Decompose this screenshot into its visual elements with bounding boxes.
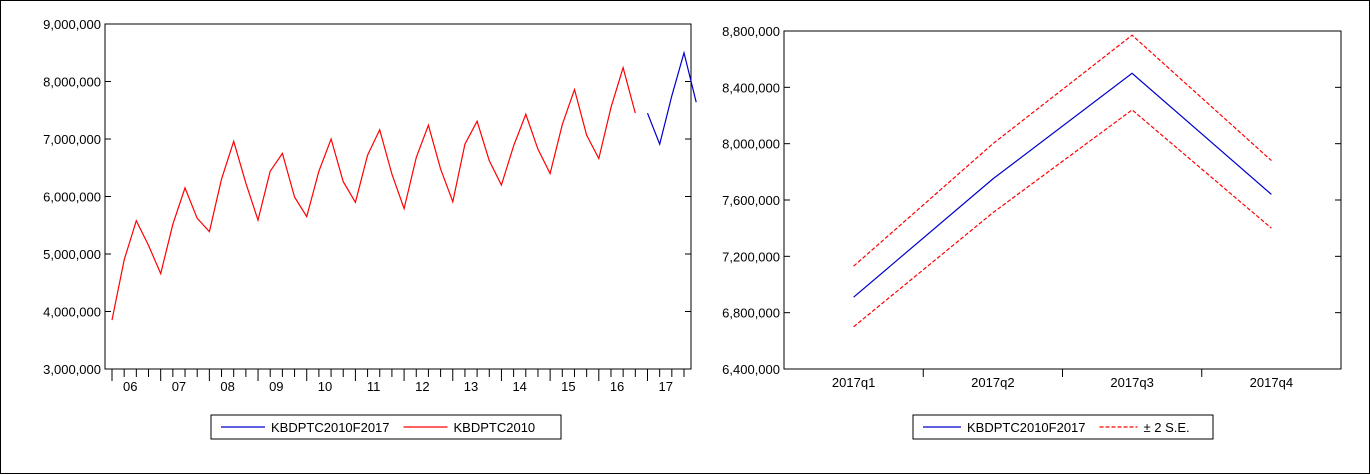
y-tick-label: 6,800,000 (722, 306, 780, 321)
x-tick-label: 07 (172, 379, 186, 394)
legend-label: KBDPTC2010F2017 (967, 420, 1086, 435)
x-tick-label: 15 (561, 379, 575, 394)
y-tick-label: 8,000,000 (43, 75, 101, 90)
x-tick-label: 16 (610, 379, 624, 394)
y-tick-label: 8,000,000 (722, 137, 780, 152)
y-tick-label: 5,000,000 (43, 247, 101, 262)
x-tick-label: 08 (220, 379, 234, 394)
x-tick-label: 12 (415, 379, 429, 394)
y-tick-label: 3,000,000 (43, 362, 101, 377)
y-tick-label: 8,400,000 (722, 80, 780, 95)
y-tick-label: 6,400,000 (722, 362, 780, 377)
y-tick-label: 9,000,000 (43, 17, 101, 32)
legend-label: KBDPTC2010F2017 (271, 420, 390, 435)
band-line (853, 109, 1272, 328)
x-tick-label: 06 (123, 379, 137, 394)
series-line (646, 50, 697, 147)
x-tick-label: 2017q4 (1250, 375, 1293, 390)
x-tick-label: 2017q2 (971, 375, 1014, 390)
y-tick-label: 7,600,000 (722, 193, 780, 208)
plot-area (104, 23, 692, 370)
legend (912, 414, 1214, 440)
x-tick-label: 11 (367, 379, 381, 394)
y-tick-label: 7,200,000 (722, 249, 780, 264)
y-tick-label: 6,000,000 (43, 190, 101, 205)
series-line (111, 65, 636, 321)
x-tick-label: 2017q1 (832, 375, 875, 390)
x-tick-label: 13 (464, 379, 478, 394)
band-line (853, 34, 1272, 267)
x-tick-label: 09 (269, 379, 283, 394)
forecast-line (853, 72, 1272, 298)
x-tick-label: 17 (659, 379, 673, 394)
legend-label: KBDPTC2010 (454, 420, 536, 435)
legend (210, 414, 562, 440)
y-tick-label: 4,000,000 (43, 305, 101, 320)
y-tick-label: 7,000,000 (43, 132, 101, 147)
x-tick-label: 2017q3 (1110, 375, 1153, 390)
historical-chart: 9,000,000 8,000,000 7,000,000 6,000,000 5,00… (43, 17, 697, 440)
plot-area (783, 30, 1342, 370)
legend-label: ± 2 S.E. (1144, 420, 1190, 435)
x-tick-label: 10 (318, 379, 332, 394)
forecast-chart: 8,800,000 8,400,000 8,000,000 7,600,000 7,20… (722, 24, 1342, 440)
y-tick-label: 8,800,000 (722, 24, 780, 39)
x-tick-label: 14 (512, 379, 526, 394)
